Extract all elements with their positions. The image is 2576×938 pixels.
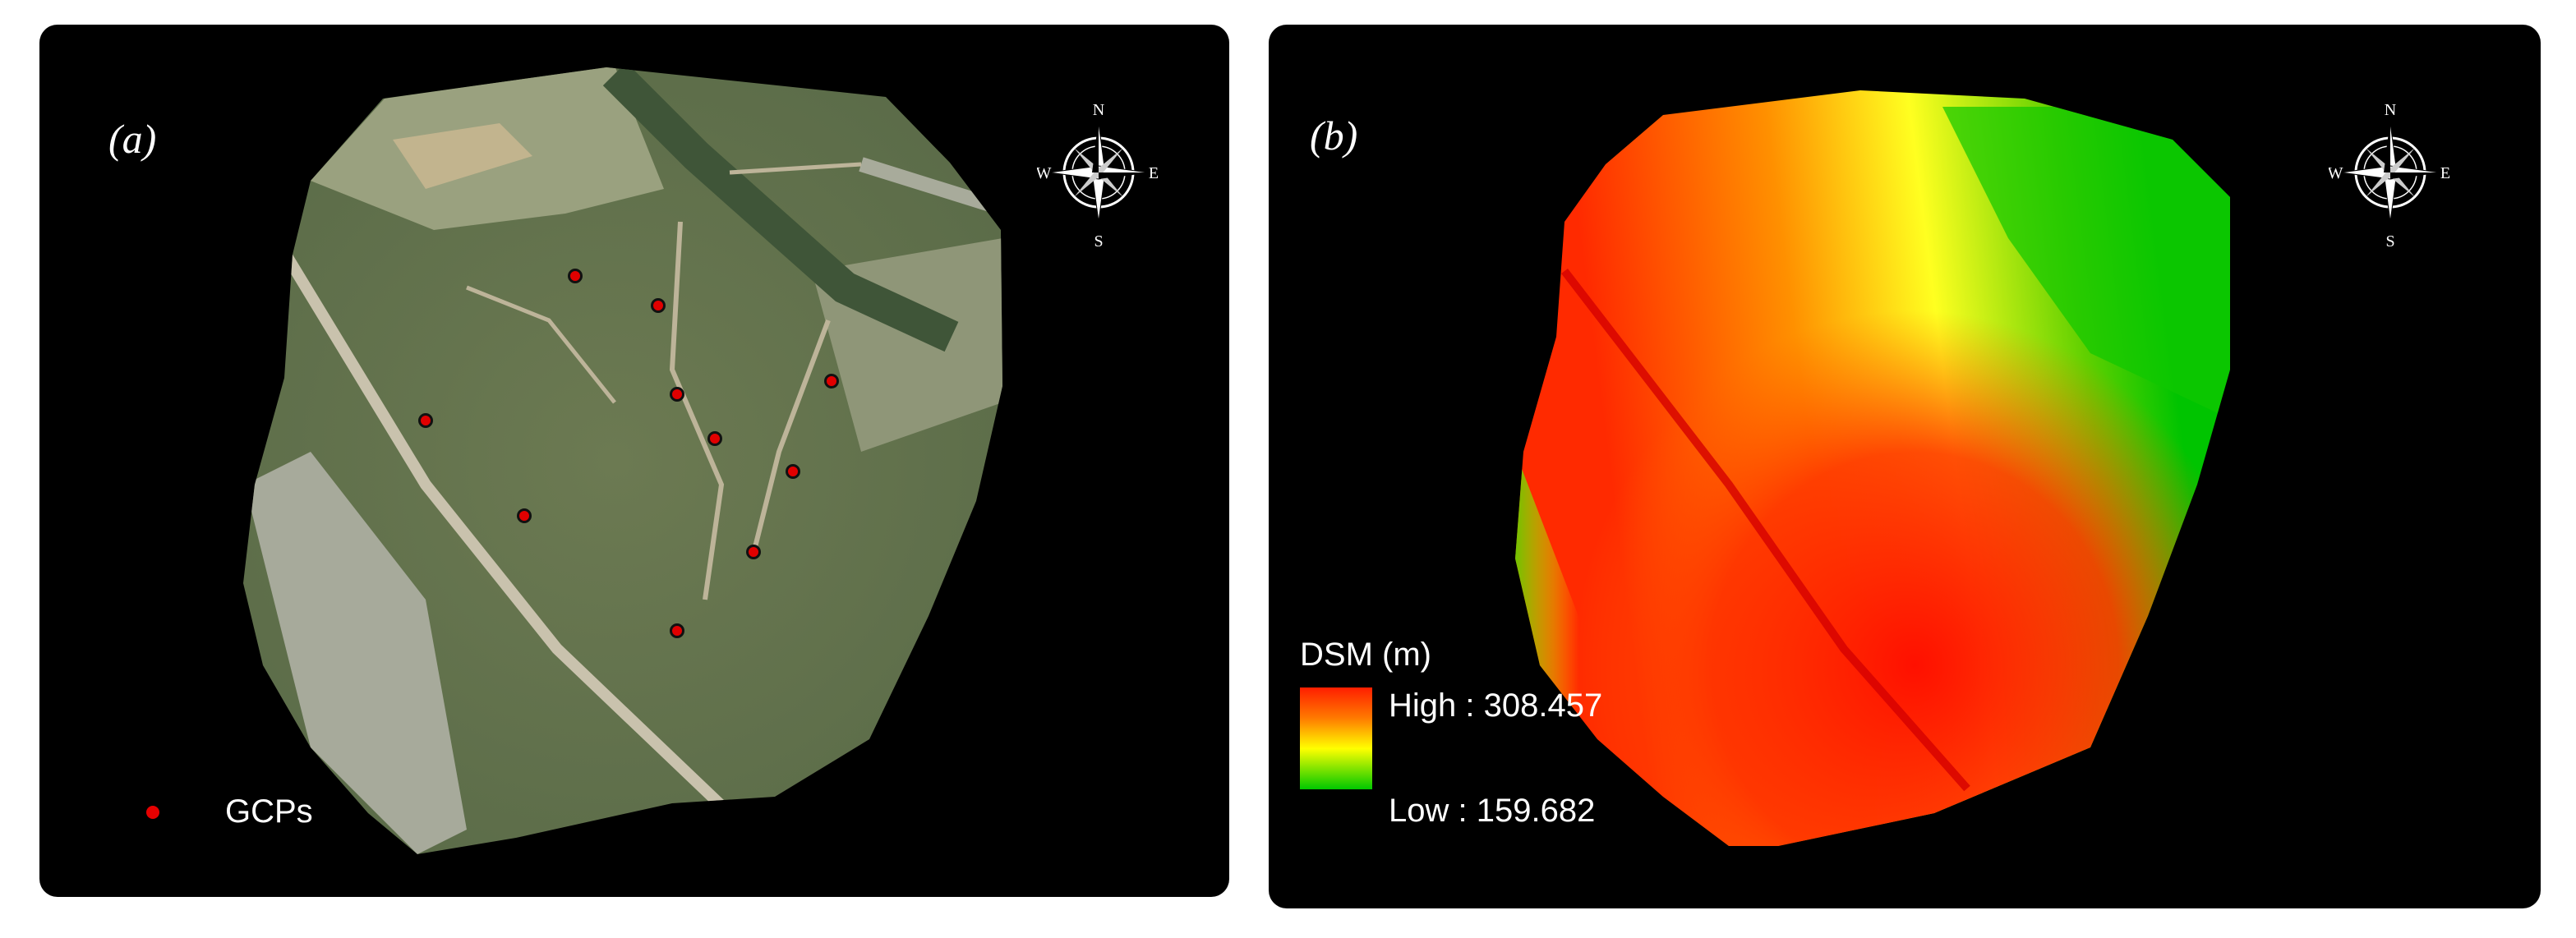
gcp-legend-symbol [146,805,159,819]
dsm-color-ramp [1300,687,1372,789]
compass-n: N [2385,101,2396,119]
dsm-legend: DSM (m) High : 308.457 Low : 159.682 [1300,637,1602,829]
dsm-legend-title: DSM (m) [1300,637,1431,673]
dsm-legend-low: Low : 159.682 [1389,793,1596,829]
compass-n: N [1093,101,1104,119]
compass-s: S [2385,232,2394,251]
gcp-marker [418,413,433,428]
compass-e: E [1149,164,1159,182]
gcp-marker [707,431,722,446]
dsm-legend-high: High : 308.457 [1389,687,1603,724]
panel-a-label: (a) [108,116,157,162]
compass-rose-icon: N S E W [2329,101,2450,251]
gcp-marker [746,545,761,559]
gcp-legend: GCPs [146,793,313,830]
gcp-marker [824,374,839,389]
gcp-marker [568,269,583,283]
compass-w: W [2329,164,2343,182]
compass-rose-icon: N S E W [1037,101,1159,251]
panel-b-label: (b) [1310,113,1358,159]
dsm-map [1515,90,2230,846]
panel-a-orthophoto: (a) N S E W GCPs [39,25,1229,897]
compass-s: S [1094,232,1103,251]
orthophoto-map [243,67,1002,854]
compass-e: E [2440,164,2450,182]
compass-w: W [1037,164,1052,182]
gcp-marker [651,298,666,313]
gcp-legend-label: GCPs [225,793,313,830]
panel-b-dsm: (b) N S E W DSM (m) High : 308.457 Low :… [1269,25,2541,908]
gcp-marker [670,623,684,638]
gcp-marker [517,508,532,523]
gcp-marker [786,464,800,479]
gcp-marker [670,387,684,402]
